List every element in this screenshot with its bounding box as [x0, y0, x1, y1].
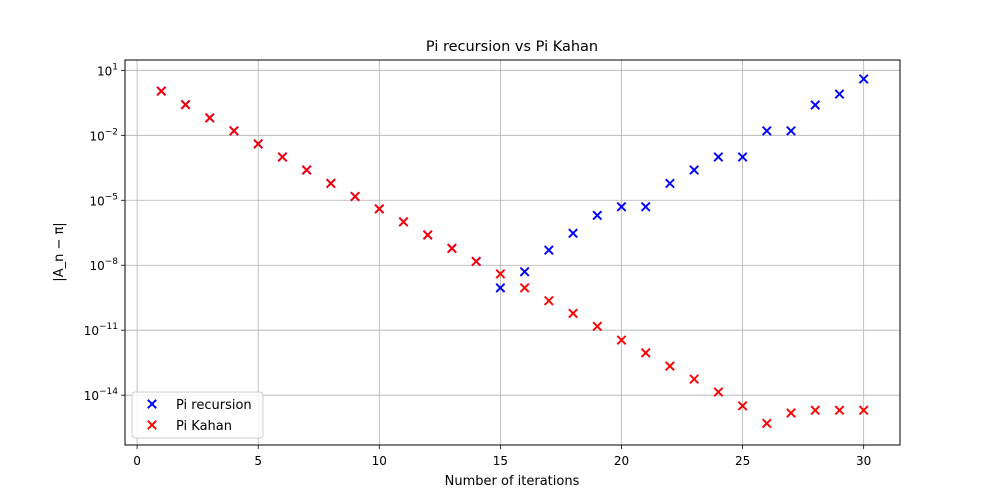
data-point [834, 405, 845, 416]
data-point [689, 374, 700, 385]
data-point [301, 165, 312, 175]
data-point [616, 335, 627, 345]
data-point [858, 405, 869, 416]
data-point [592, 321, 603, 332]
grid [125, 60, 900, 445]
y-axis-label: |A_n − π| [52, 222, 67, 281]
data-point [253, 139, 264, 149]
data-point [180, 99, 191, 110]
data-point [374, 204, 385, 214]
data-point [568, 308, 578, 319]
legend-label: Pi Kahan [176, 419, 232, 434]
data-point [543, 295, 554, 306]
y-axis-ticks: 101 10−2 10−5 10−8 10−11 10−14 [84, 62, 125, 403]
series-pi-kahan [156, 86, 869, 429]
legend-box [131, 391, 264, 439]
data-point [689, 165, 700, 175]
data-point [543, 245, 554, 255]
data-point [495, 283, 506, 293]
x-axis-ticks: 0 5 10 15 20 25 30 [133, 445, 871, 468]
data-point [761, 418, 772, 429]
data-point [519, 266, 530, 277]
data-point [761, 126, 772, 136]
y-tick-label: 10−14 [84, 387, 119, 403]
y-tick-label: 101 [97, 62, 118, 78]
y-tick-label: 10−2 [89, 127, 118, 143]
data-point [713, 152, 724, 162]
data-point [786, 126, 796, 136]
series-pi-recursion [156, 74, 869, 293]
data-point [471, 256, 482, 267]
x-axis-label: Number of iterations [445, 474, 580, 489]
data-point [568, 228, 578, 239]
data-point [204, 112, 215, 123]
chart-title: Pi recursion vs Pi Kahan [426, 39, 598, 55]
x-tick-label: 30 [856, 454, 871, 468]
data-point [277, 152, 288, 162]
data-point [350, 191, 360, 202]
data-point [665, 361, 675, 371]
y-tick-label: 10−11 [84, 322, 118, 338]
data-points [156, 74, 869, 429]
y-tick-label: 10−8 [89, 257, 118, 273]
plot-frame [124, 59, 901, 446]
data-point [640, 201, 651, 212]
data-point [810, 405, 821, 416]
x-tick-label: 15 [493, 454, 508, 468]
data-point [495, 268, 506, 279]
legend: Pi recursion Pi Kahan [131, 391, 264, 439]
x-tick-label: 20 [614, 454, 629, 468]
y-tick-label: 10−5 [89, 192, 118, 208]
x-tick-label: 5 [254, 454, 262, 468]
data-point [713, 387, 724, 397]
data-point [810, 100, 821, 110]
data-point [858, 74, 869, 84]
data-point [834, 89, 845, 99]
data-point [737, 152, 748, 162]
data-point [229, 126, 239, 136]
data-point [398, 217, 409, 227]
legend-marker [147, 399, 157, 409]
legend-marker [147, 420, 157, 430]
data-point [616, 201, 627, 212]
data-point [447, 243, 457, 254]
x-tick-label: 0 [133, 454, 141, 468]
data-point [786, 408, 796, 418]
data-point [325, 178, 336, 189]
data-point [640, 347, 651, 358]
data-point [422, 230, 433, 240]
data-point [519, 283, 530, 293]
data-point [665, 178, 675, 189]
data-point [737, 401, 748, 411]
data-point [156, 86, 167, 96]
x-tick-label: 25 [735, 454, 750, 468]
legend-label: Pi recursion [176, 398, 252, 413]
data-point [592, 210, 603, 221]
x-tick-label: 10 [372, 454, 387, 468]
